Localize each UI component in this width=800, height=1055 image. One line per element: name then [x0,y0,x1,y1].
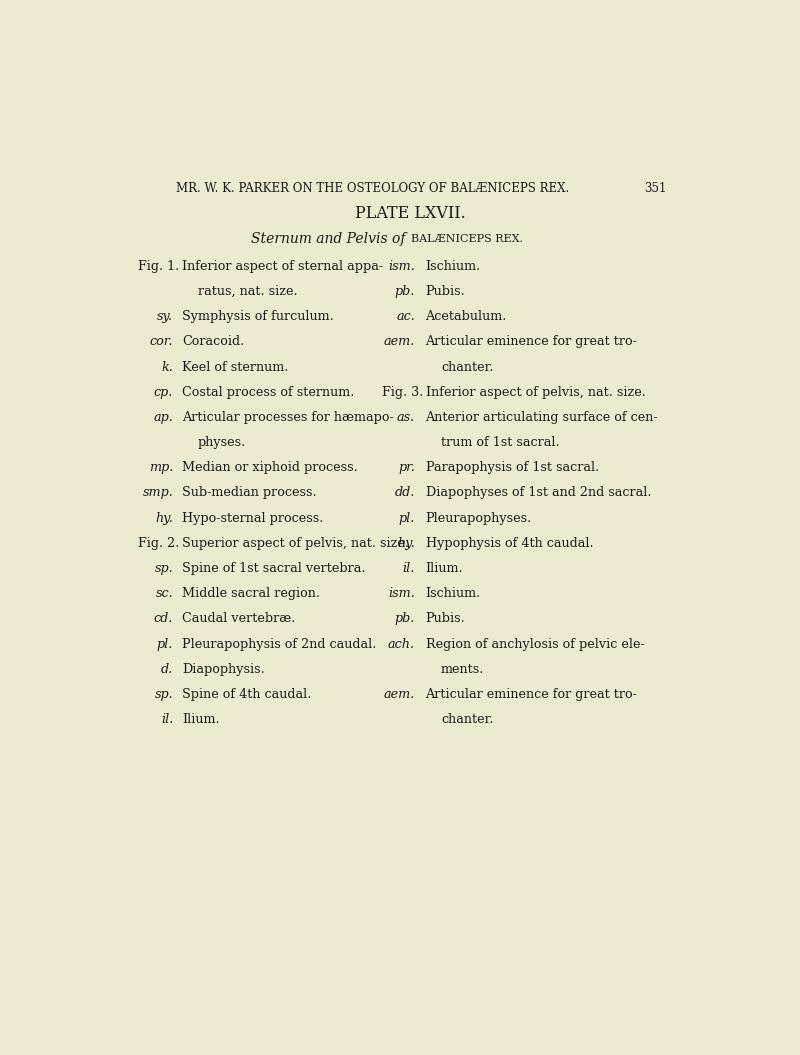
Text: cor.: cor. [150,335,173,348]
Text: 351: 351 [644,181,666,195]
Text: ratus, nat. size.: ratus, nat. size. [198,285,298,298]
Text: Hypo-sternal process.: Hypo-sternal process. [182,512,324,524]
Text: PLATE LXVII.: PLATE LXVII. [354,205,466,222]
Text: Diapophysis.: Diapophysis. [182,663,266,676]
Text: pb.: pb. [394,285,415,298]
Text: ac.: ac. [396,310,415,323]
Text: mp.: mp. [149,461,173,475]
Text: BALÆNICEPS REX.: BALÆNICEPS REX. [411,234,523,244]
Text: dd.: dd. [394,486,415,499]
Text: smp.: smp. [142,486,173,499]
Text: Superior aspect of pelvis, nat. size.: Superior aspect of pelvis, nat. size. [182,537,410,550]
Text: MR. W. K. PARKER ON THE OSTEOLOGY OF BALÆNICEPS REX.: MR. W. K. PARKER ON THE OSTEOLOGY OF BAL… [176,181,569,195]
Text: k.: k. [162,361,173,373]
Text: aem.: aem. [384,688,415,701]
Text: pr.: pr. [398,461,415,475]
Text: ap.: ap. [154,410,173,424]
Text: Articular eminence for great tro-: Articular eminence for great tro- [426,335,638,348]
Text: ism.: ism. [388,588,415,600]
Text: Inferior aspect of pelvis, nat. size.: Inferior aspect of pelvis, nat. size. [426,386,646,399]
Text: Middle sacral region.: Middle sacral region. [182,588,321,600]
Text: Costal process of sternum.: Costal process of sternum. [182,386,355,399]
Text: Region of anchylosis of pelvic ele-: Region of anchylosis of pelvic ele- [426,637,644,651]
Text: as.: as. [397,410,415,424]
Text: ism.: ism. [388,260,415,273]
Text: chanter.: chanter. [441,361,494,373]
Text: ments.: ments. [441,663,484,676]
Text: Pleurapophyses.: Pleurapophyses. [426,512,532,524]
Text: Sternum and Pelvis of: Sternum and Pelvis of [251,232,410,246]
Text: Median or xiphoid process.: Median or xiphoid process. [182,461,358,475]
Text: Inferior aspect of sternal appa-: Inferior aspect of sternal appa- [182,260,383,273]
Text: Pubis.: Pubis. [426,612,466,626]
Text: pb.: pb. [394,612,415,626]
Text: Hypophysis of 4th caudal.: Hypophysis of 4th caudal. [426,537,593,550]
Text: Coracoid.: Coracoid. [182,335,245,348]
Text: Pleurapophysis of 2nd caudal.: Pleurapophysis of 2nd caudal. [182,637,377,651]
Text: Articular eminence for great tro-: Articular eminence for great tro- [426,688,638,701]
Text: cd.: cd. [154,612,173,626]
Text: Acetabulum.: Acetabulum. [426,310,507,323]
Text: sp.: sp. [154,562,173,575]
Text: Spine of 4th caudal.: Spine of 4th caudal. [182,688,312,701]
Text: sp.: sp. [154,688,173,701]
Text: pl.: pl. [398,512,415,524]
Text: Fig. 1.: Fig. 1. [138,260,180,273]
Text: Diapophyses of 1st and 2nd sacral.: Diapophyses of 1st and 2nd sacral. [426,486,651,499]
Text: Fig. 2.: Fig. 2. [138,537,180,550]
Text: physes.: physes. [198,436,246,449]
Text: sy.: sy. [157,310,173,323]
Text: Caudal vertebræ.: Caudal vertebræ. [182,612,296,626]
Text: Ischium.: Ischium. [426,260,481,273]
Text: pl.: pl. [157,637,173,651]
Text: Spine of 1st sacral vertebra.: Spine of 1st sacral vertebra. [182,562,366,575]
Text: Parapophysis of 1st sacral.: Parapophysis of 1st sacral. [426,461,598,475]
Text: sc.: sc. [155,588,173,600]
Text: hy.: hy. [398,537,415,550]
Text: Keel of sternum.: Keel of sternum. [182,361,289,373]
Text: d.: d. [161,663,173,676]
Text: Sub-median process.: Sub-median process. [182,486,317,499]
Text: Pubis.: Pubis. [426,285,466,298]
Text: Ilium.: Ilium. [426,562,463,575]
Text: il.: il. [161,713,173,726]
Text: aem.: aem. [384,335,415,348]
Text: Ilium.: Ilium. [182,713,220,726]
Text: Fig. 3.: Fig. 3. [382,386,423,399]
Text: hy.: hy. [155,512,173,524]
Text: trum of 1st sacral.: trum of 1st sacral. [441,436,560,449]
Text: ach.: ach. [388,637,415,651]
Text: cp.: cp. [154,386,173,399]
Text: Articular processes for hæmapo-: Articular processes for hæmapo- [182,410,394,424]
Text: Ischium.: Ischium. [426,588,481,600]
Text: Anterior articulating surface of cen-: Anterior articulating surface of cen- [426,410,658,424]
Text: chanter.: chanter. [441,713,494,726]
Text: Symphysis of furculum.: Symphysis of furculum. [182,310,334,323]
Text: il.: il. [402,562,415,575]
